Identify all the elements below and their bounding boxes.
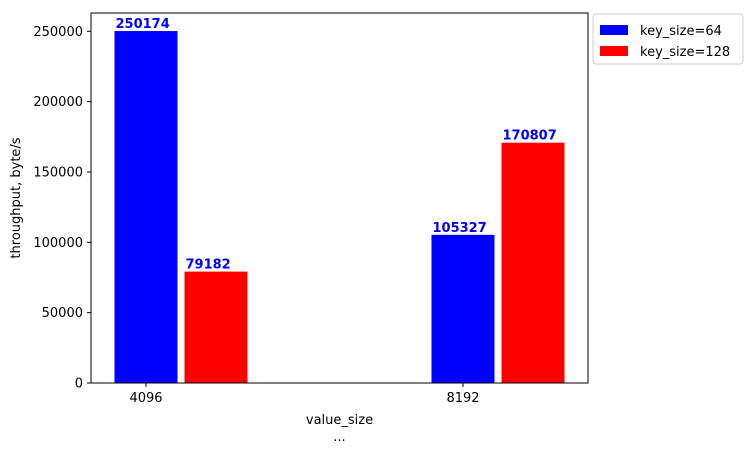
x-axis-label: value_size [306, 413, 373, 428]
bar-key_size=128-4096 [184, 271, 248, 383]
data-labels-group: 250174 79182 105327 170807 [116, 17, 557, 273]
x-tick-label: 4096 [129, 391, 162, 406]
bar-key_size=64-8192 [431, 234, 495, 383]
bars-group [114, 31, 565, 383]
legend-swatch-key_size=64 [600, 25, 628, 35]
legend-label-key_size=128: key_size=128 [640, 45, 730, 60]
plot-frame [90, 12, 589, 384]
y-axis: 0 50000 100000 150000 200000 250000 [33, 25, 91, 392]
legend: key_size=64 key_size=128 [592, 13, 744, 65]
y-tick-label: 0 [75, 377, 83, 392]
y-axis-label: throughput, byte/s [9, 137, 24, 258]
data-label-key_size=128-8192: 170807 [503, 129, 557, 144]
y-tick-label: 200000 [33, 95, 83, 110]
legend-swatch-key_size=128 [600, 46, 628, 56]
x-axis-sublabel: ... [333, 430, 345, 445]
data-label-key_size=128-4096: 79182 [186, 258, 231, 273]
y-tick-label: 50000 [42, 306, 83, 321]
x-tick-label: 8192 [446, 391, 479, 406]
bar-key_size=64-4096 [114, 31, 178, 383]
data-label-key_size=64-8192: 105327 [433, 221, 487, 236]
data-label-key_size=64-4096: 250174 [116, 17, 170, 32]
bar-key_size=128-8192 [501, 142, 565, 383]
legend-label-key_size=64: key_size=64 [640, 24, 722, 39]
y-tick-label: 150000 [33, 165, 83, 180]
legend-box [592, 13, 744, 65]
x-axis: 4096 8192 [129, 383, 480, 406]
y-tick-label: 250000 [33, 25, 83, 40]
y-tick-label: 100000 [33, 236, 83, 251]
